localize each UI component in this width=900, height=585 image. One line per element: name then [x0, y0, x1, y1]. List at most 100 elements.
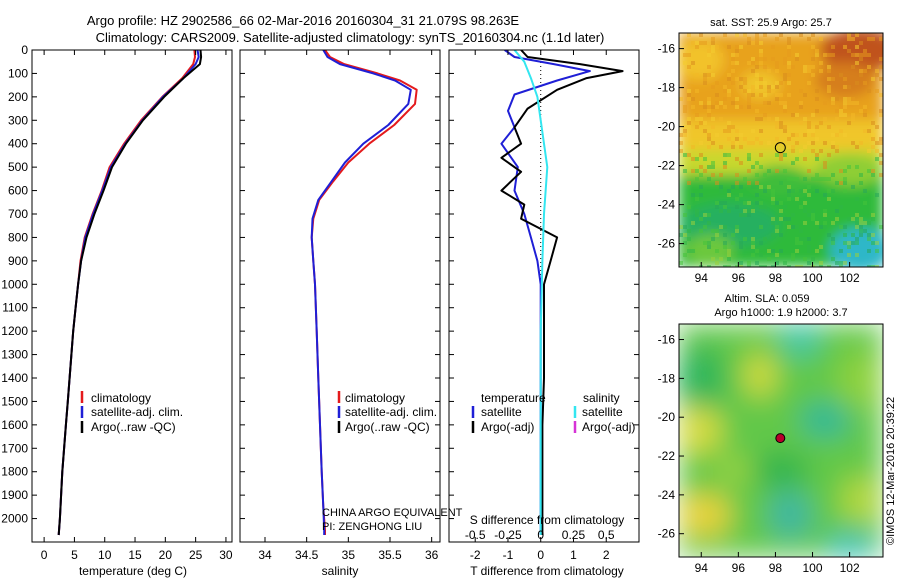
sla-map-axes: 94 96 98 100 102 -16 -18 -20 -22 -24 -26	[658, 333, 860, 575]
sst-pixel	[843, 177, 847, 181]
sst-map-title: sat. SST: 25.9 Argo: 25.7	[710, 17, 832, 29]
sst-pixel	[755, 73, 759, 77]
temperature-legend-satellite: satellite-adj. clim.	[91, 405, 183, 419]
sst-pixel	[871, 37, 875, 41]
sst-pixel	[831, 173, 835, 177]
sst-pixel	[815, 249, 819, 253]
sst-pixel	[867, 129, 871, 133]
sst-pixel	[851, 217, 855, 221]
sst-pixel	[735, 137, 739, 141]
salinity-legend: climatology satellite-adj. clim. Argo(..…	[337, 391, 437, 434]
sst-pixel	[723, 205, 727, 209]
sst-pixel	[799, 89, 803, 93]
temperature-series-1	[57, 50, 196, 536]
sst-pixel	[803, 189, 807, 193]
sst-pixel	[795, 141, 799, 145]
sst-pixel	[795, 241, 799, 245]
sst-pixel	[759, 141, 763, 145]
sst-pixel	[855, 45, 859, 49]
sla-argo-location-marker	[775, 433, 786, 444]
sst-pixel	[695, 209, 699, 213]
sst-pixel	[779, 33, 783, 37]
depth-tick-label: 1300	[1, 348, 28, 362]
sst-pixel	[787, 73, 791, 77]
sst-pixel	[807, 245, 811, 249]
sst-pixel	[843, 105, 847, 109]
sst-pixel	[847, 49, 851, 53]
sst-pixel	[791, 253, 795, 257]
sst-pixel	[695, 73, 699, 77]
sst-pixel	[687, 89, 691, 93]
sst-pixel	[699, 217, 703, 221]
sst-pixel	[759, 201, 763, 205]
figure-title-line1: Argo profile: HZ 2902586_66 02-Mar-2016 …	[87, 13, 520, 28]
sst-pixel	[767, 85, 771, 89]
sst-pixel	[723, 153, 727, 157]
sst-pixel	[751, 165, 755, 169]
sst-pixel	[783, 169, 787, 173]
sst-pixel	[871, 265, 875, 267]
sst-pixel	[739, 133, 743, 137]
sst-pixel	[827, 85, 831, 89]
sst-pixel	[727, 257, 731, 261]
sst-pixel	[795, 225, 799, 229]
sst-pixel	[855, 101, 859, 105]
sst-pixel	[715, 133, 719, 137]
sst-pixel	[691, 145, 695, 149]
sst-pixel	[855, 61, 859, 65]
sst-pixel	[823, 53, 827, 57]
sst-pixel	[803, 117, 807, 121]
sst-pixel	[751, 69, 755, 73]
sst-pixel	[875, 149, 879, 153]
sst-pixel	[695, 213, 699, 217]
sst-pixel	[687, 181, 691, 185]
sst-pixel	[751, 41, 755, 45]
sst-pixel	[871, 169, 875, 173]
difference-salinity-tick-label: -0.25	[494, 528, 522, 542]
sst-pixel	[779, 93, 783, 97]
sst-pixel	[815, 177, 819, 181]
sst-pixel	[707, 49, 711, 53]
sst-pixel	[699, 41, 703, 45]
sst-pixel	[823, 177, 827, 181]
sst-pixel	[727, 189, 731, 193]
sst-pixel	[747, 181, 751, 185]
sst-pixel	[879, 113, 883, 117]
sst-pixel	[767, 257, 771, 261]
sst-pixel	[707, 165, 711, 169]
sst-pixel	[875, 141, 879, 145]
sst-pixel	[827, 65, 831, 69]
sst-pixel	[863, 221, 867, 225]
sst-pixel	[755, 193, 759, 197]
sst-pixel	[763, 265, 767, 267]
temperature-series	[57, 50, 203, 536]
sst-pixel	[771, 221, 775, 225]
difference-legend-s-argo: Argo(-adj)	[582, 420, 635, 434]
sla-map-lon-tick-label: 96	[732, 561, 746, 575]
sst-pixel	[775, 69, 779, 73]
sst-map-lat-tick-label: -20	[658, 120, 676, 134]
sst-pixel	[787, 53, 791, 57]
sst-pixel	[771, 197, 775, 201]
sst-pixel	[759, 241, 763, 245]
sst-pixel	[763, 101, 767, 105]
sst-pixel	[755, 81, 759, 85]
sst-pixel	[863, 129, 867, 133]
sst-pixel	[775, 37, 779, 41]
sla-map-panel: Altim. SLA: 0.059 Argo h1000: 1.9 h2000:…	[658, 293, 884, 575]
sst-pixel	[803, 257, 807, 261]
sst-pixel	[795, 177, 799, 181]
sst-pixel	[847, 165, 851, 169]
sst-pixel	[795, 157, 799, 161]
sst-pixel	[683, 225, 687, 229]
sst-pixel	[747, 265, 751, 267]
sst-pixel	[747, 213, 751, 217]
sst-pixel	[791, 145, 795, 149]
sst-pixel	[731, 61, 735, 65]
sst-pixel	[863, 229, 867, 233]
sst-pixel	[727, 129, 731, 133]
sst-pixel	[739, 261, 743, 265]
sla-map-lat-tick-label: -24	[658, 488, 676, 502]
float-owner-note: CHINA ARGO EQUIVALENT	[322, 507, 463, 519]
sst-pixel	[711, 73, 715, 77]
